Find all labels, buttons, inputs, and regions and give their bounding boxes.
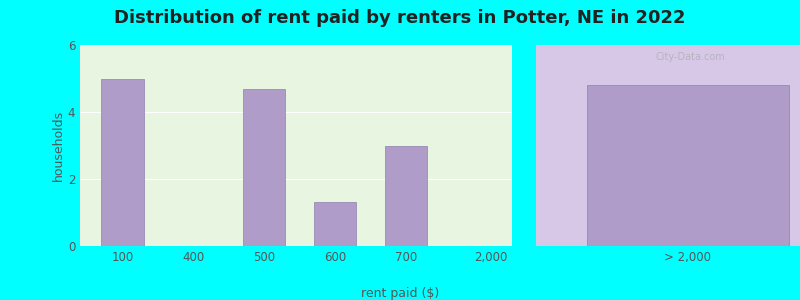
Bar (243, 88, 286, 246)
Text: City-Data.com: City-Data.com (656, 52, 726, 62)
Bar (586, 85, 790, 246)
Text: Distribution of rent paid by renters in Potter, NE in 2022: Distribution of rent paid by renters in … (114, 9, 686, 27)
Y-axis label: households: households (52, 110, 65, 181)
Bar (314, 202, 356, 246)
Bar (385, 146, 427, 246)
Bar (102, 79, 144, 246)
Text: rent paid ($): rent paid ($) (361, 287, 439, 300)
